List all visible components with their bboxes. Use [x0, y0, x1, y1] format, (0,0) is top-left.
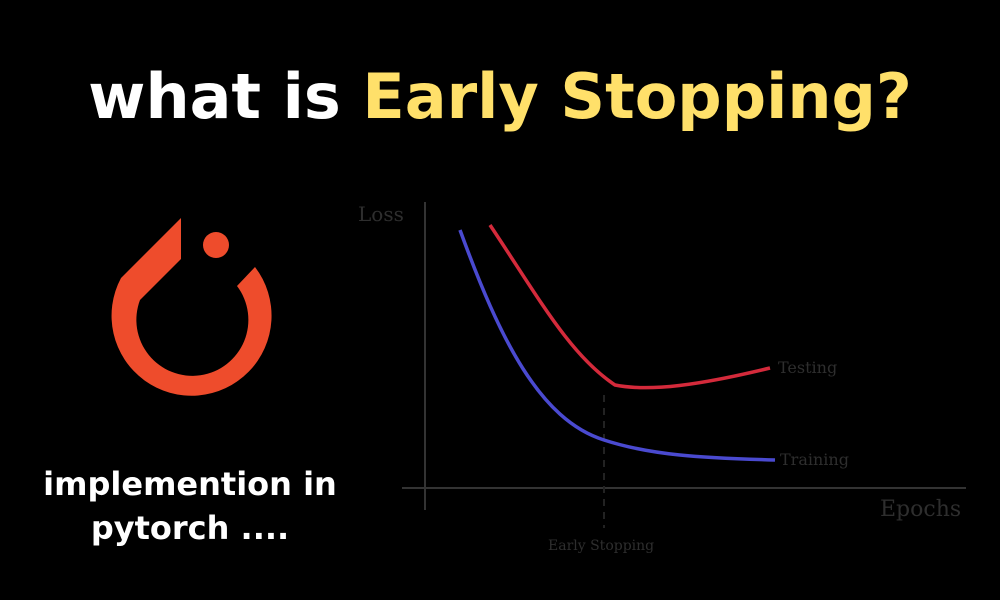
subtitle-line-2: pytorch ....	[90, 509, 290, 547]
series-line-testing	[488, 224, 771, 390]
x-axis-label: Epochs	[880, 497, 961, 522]
y-axis-label: Loss	[358, 202, 404, 226]
subtitle: implemention in pytorch ....	[0, 462, 380, 550]
title-what-is: what is	[88, 60, 341, 133]
series-label-testing: Testing	[778, 358, 837, 377]
pytorch-logo-icon	[111, 199, 272, 396]
title-early-stopping: Early Stopping?	[362, 60, 912, 133]
early-stopping-label: Early Stopping	[548, 538, 654, 554]
subtitle-line-1: implemention in	[43, 465, 337, 503]
series-label-training: Training	[780, 450, 849, 469]
page-title: what is Early Stopping?	[0, 52, 1000, 142]
series-line-training	[458, 229, 776, 462]
